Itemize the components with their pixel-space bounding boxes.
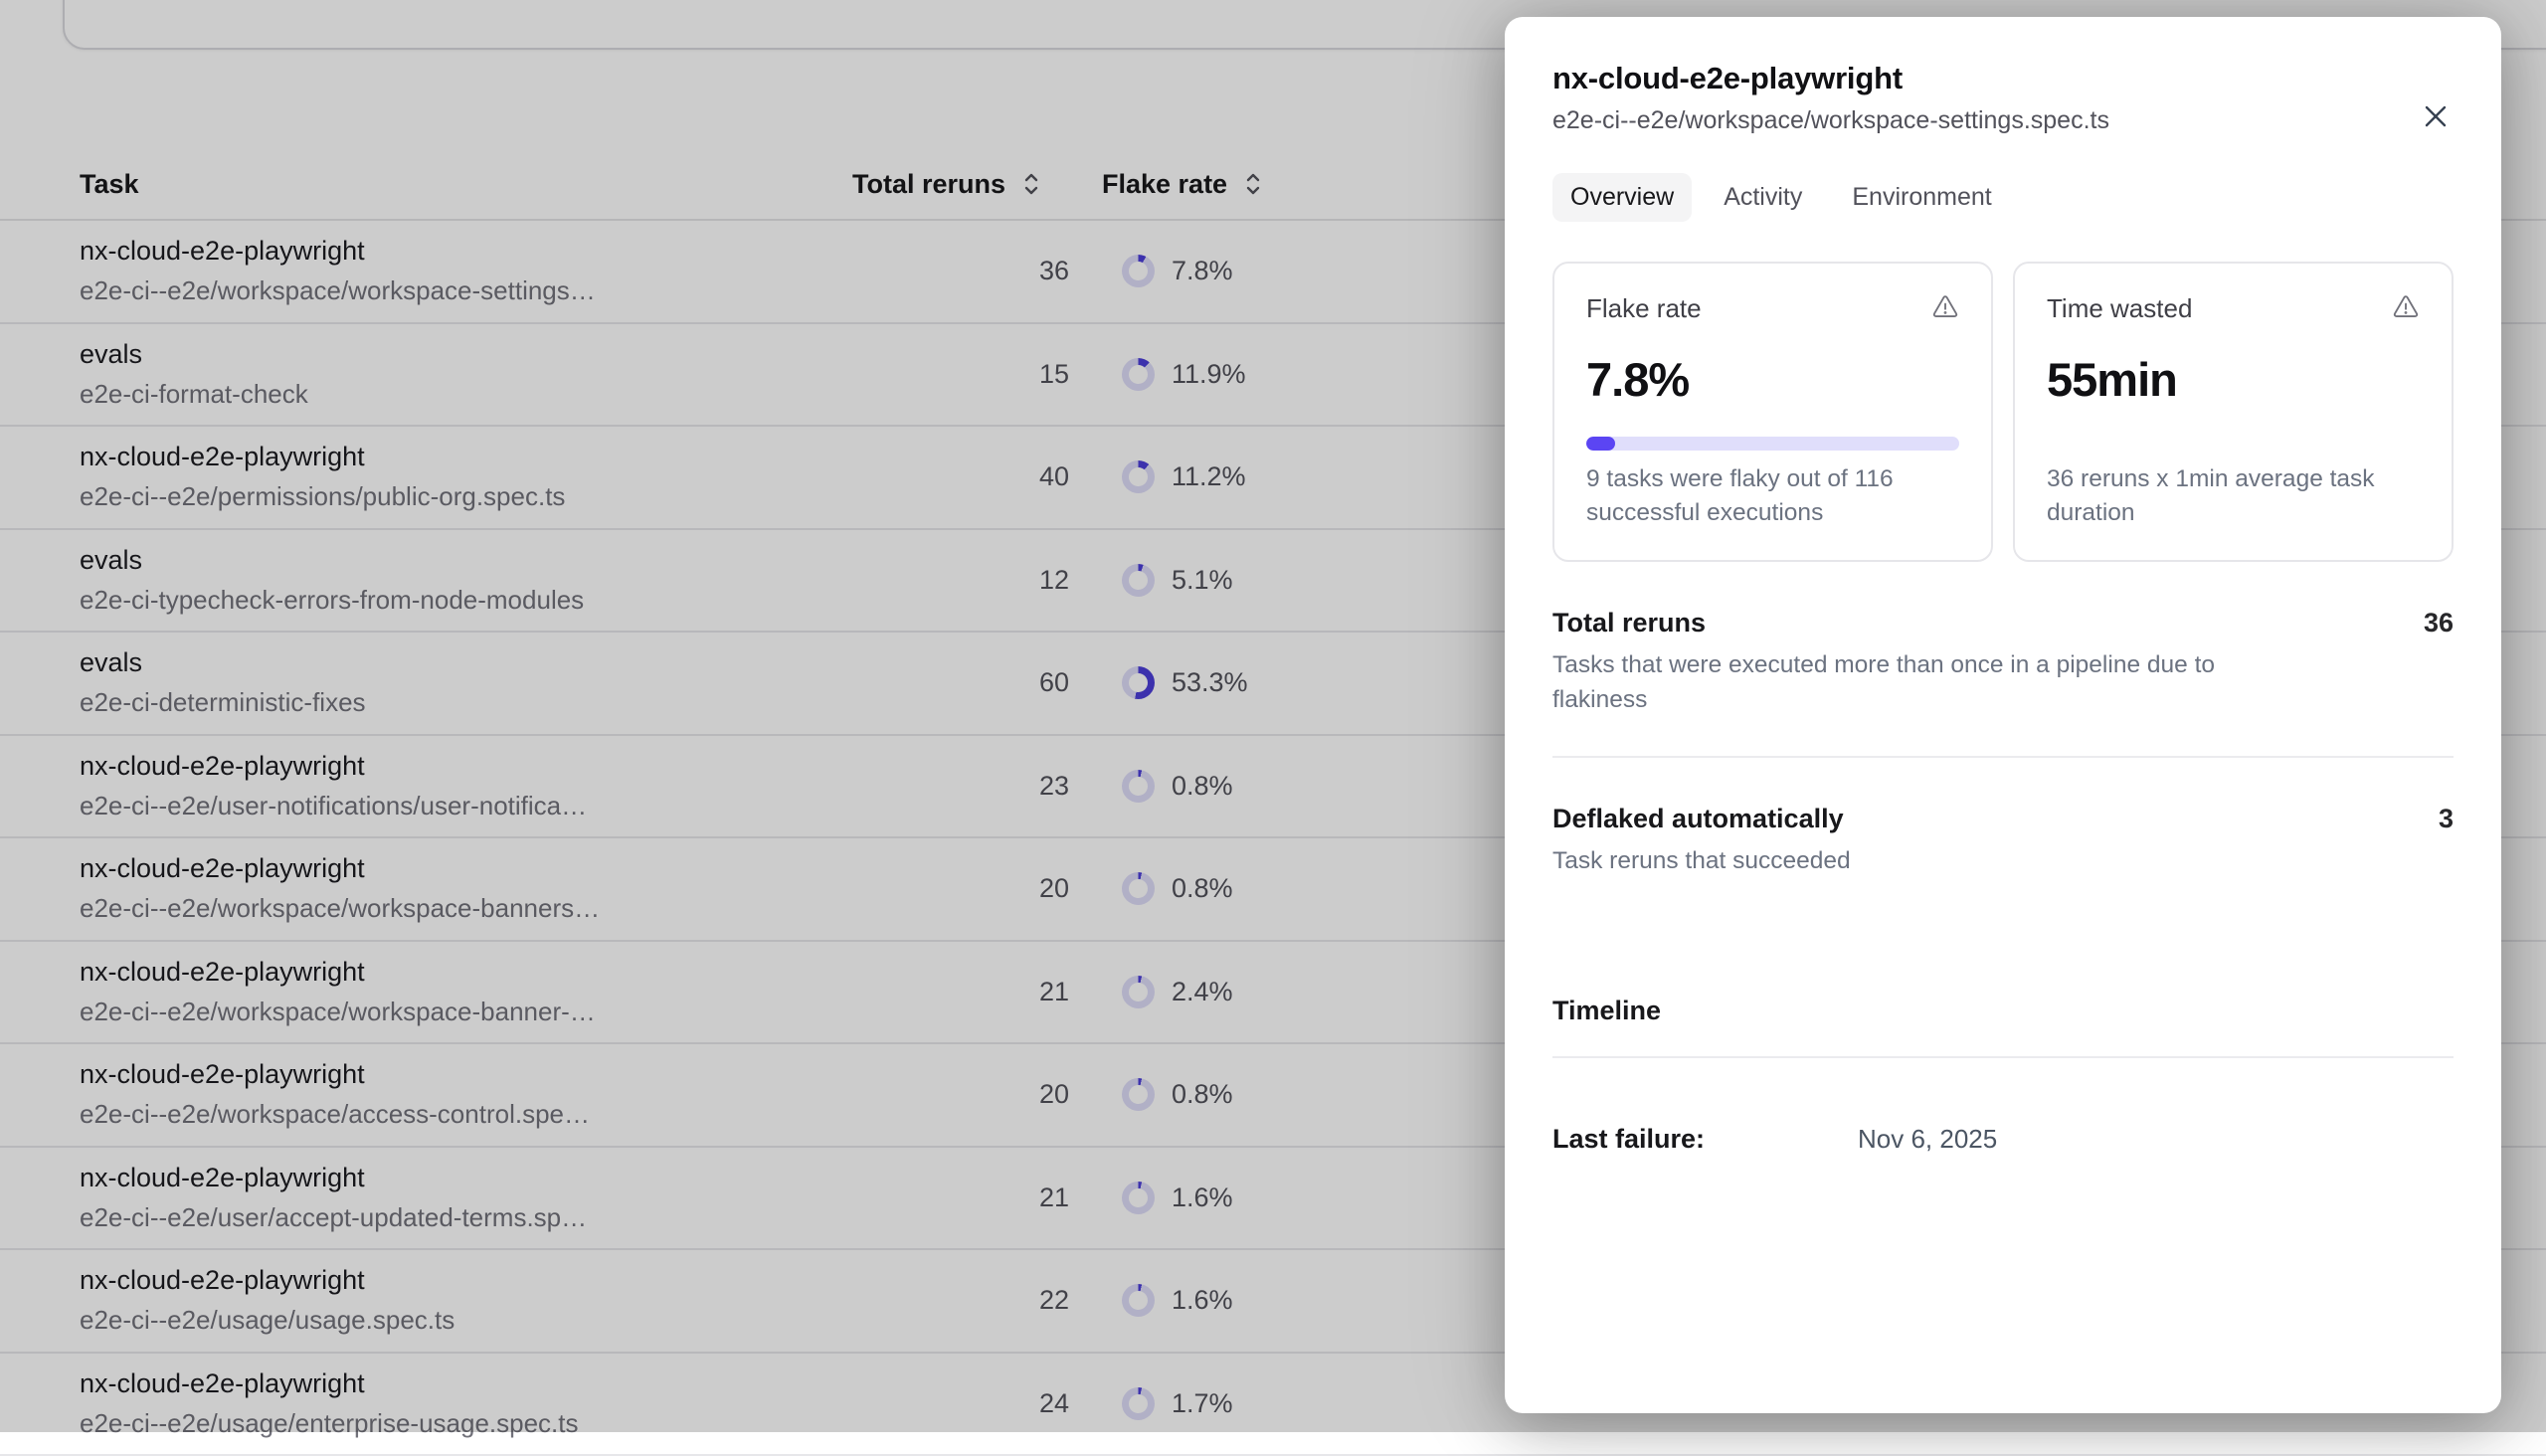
task-detail-modal: nx-cloud-e2e-playwright e2e-ci--e2e/work… bbox=[1505, 17, 2501, 1413]
stat-cards: Flake rate 7.8% 9 tasks were flaky out o… bbox=[1552, 262, 2454, 562]
time-wasted-value-big: 55min bbox=[2047, 352, 2420, 407]
timeline-divider bbox=[1552, 1056, 2454, 1058]
deflaked-caption: Task reruns that succeeded bbox=[1552, 844, 2229, 879]
close-button[interactable] bbox=[2416, 96, 2455, 136]
last-failure-row: Last failure: Nov 6, 2025 bbox=[1552, 1124, 2454, 1155]
tab-environment[interactable]: Environment bbox=[1834, 173, 2009, 222]
flake-rate-value-big: 7.8% bbox=[1586, 352, 1959, 407]
flake-rate-progress-bar bbox=[1586, 437, 1959, 451]
total-reruns-caption: Tasks that were executed more than once … bbox=[1552, 648, 2229, 718]
total-reruns-section: Total reruns 36 Tasks that were executed… bbox=[1552, 608, 2454, 718]
modal-subtitle: e2e-ci--e2e/workspace/workspace-settings… bbox=[1552, 106, 2454, 135]
deflaked-section: Deflaked automatically 3 Task reruns tha… bbox=[1552, 804, 2454, 879]
close-icon bbox=[2421, 101, 2451, 131]
total-reruns-label: Total reruns bbox=[1552, 608, 1706, 638]
flake-rate-progress-fill bbox=[1586, 437, 1615, 451]
timeline-heading: Timeline bbox=[1552, 996, 2454, 1026]
flake-rate-card-title: Flake rate bbox=[1586, 293, 1702, 324]
modal-tabs: Overview Activity Environment bbox=[1552, 173, 2454, 222]
section-divider bbox=[1552, 756, 2454, 758]
time-wasted-card: Time wasted 55min 36 reruns x 1min avera… bbox=[2013, 262, 2454, 562]
tab-overview[interactable]: Overview bbox=[1552, 173, 1692, 222]
flake-rate-caption: 9 tasks were flaky out of 116 successful… bbox=[1586, 462, 1959, 530]
total-reruns-count: 36 bbox=[2424, 608, 2454, 638]
deflaked-count: 3 bbox=[2439, 804, 2454, 834]
last-failure-date: Nov 6, 2025 bbox=[1858, 1124, 1997, 1155]
tab-activity[interactable]: Activity bbox=[1706, 173, 1820, 222]
modal-title: nx-cloud-e2e-playwright bbox=[1552, 61, 2454, 96]
warning-icon bbox=[1931, 293, 1959, 321]
time-wasted-caption: 36 reruns x 1min average task duration bbox=[2047, 462, 2420, 530]
time-wasted-card-title: Time wasted bbox=[2047, 293, 2192, 324]
last-failure-label: Last failure: bbox=[1552, 1124, 1858, 1155]
warning-icon bbox=[2392, 293, 2420, 321]
flake-rate-card: Flake rate 7.8% 9 tasks were flaky out o… bbox=[1552, 262, 1993, 562]
deflaked-label: Deflaked automatically bbox=[1552, 804, 1844, 834]
